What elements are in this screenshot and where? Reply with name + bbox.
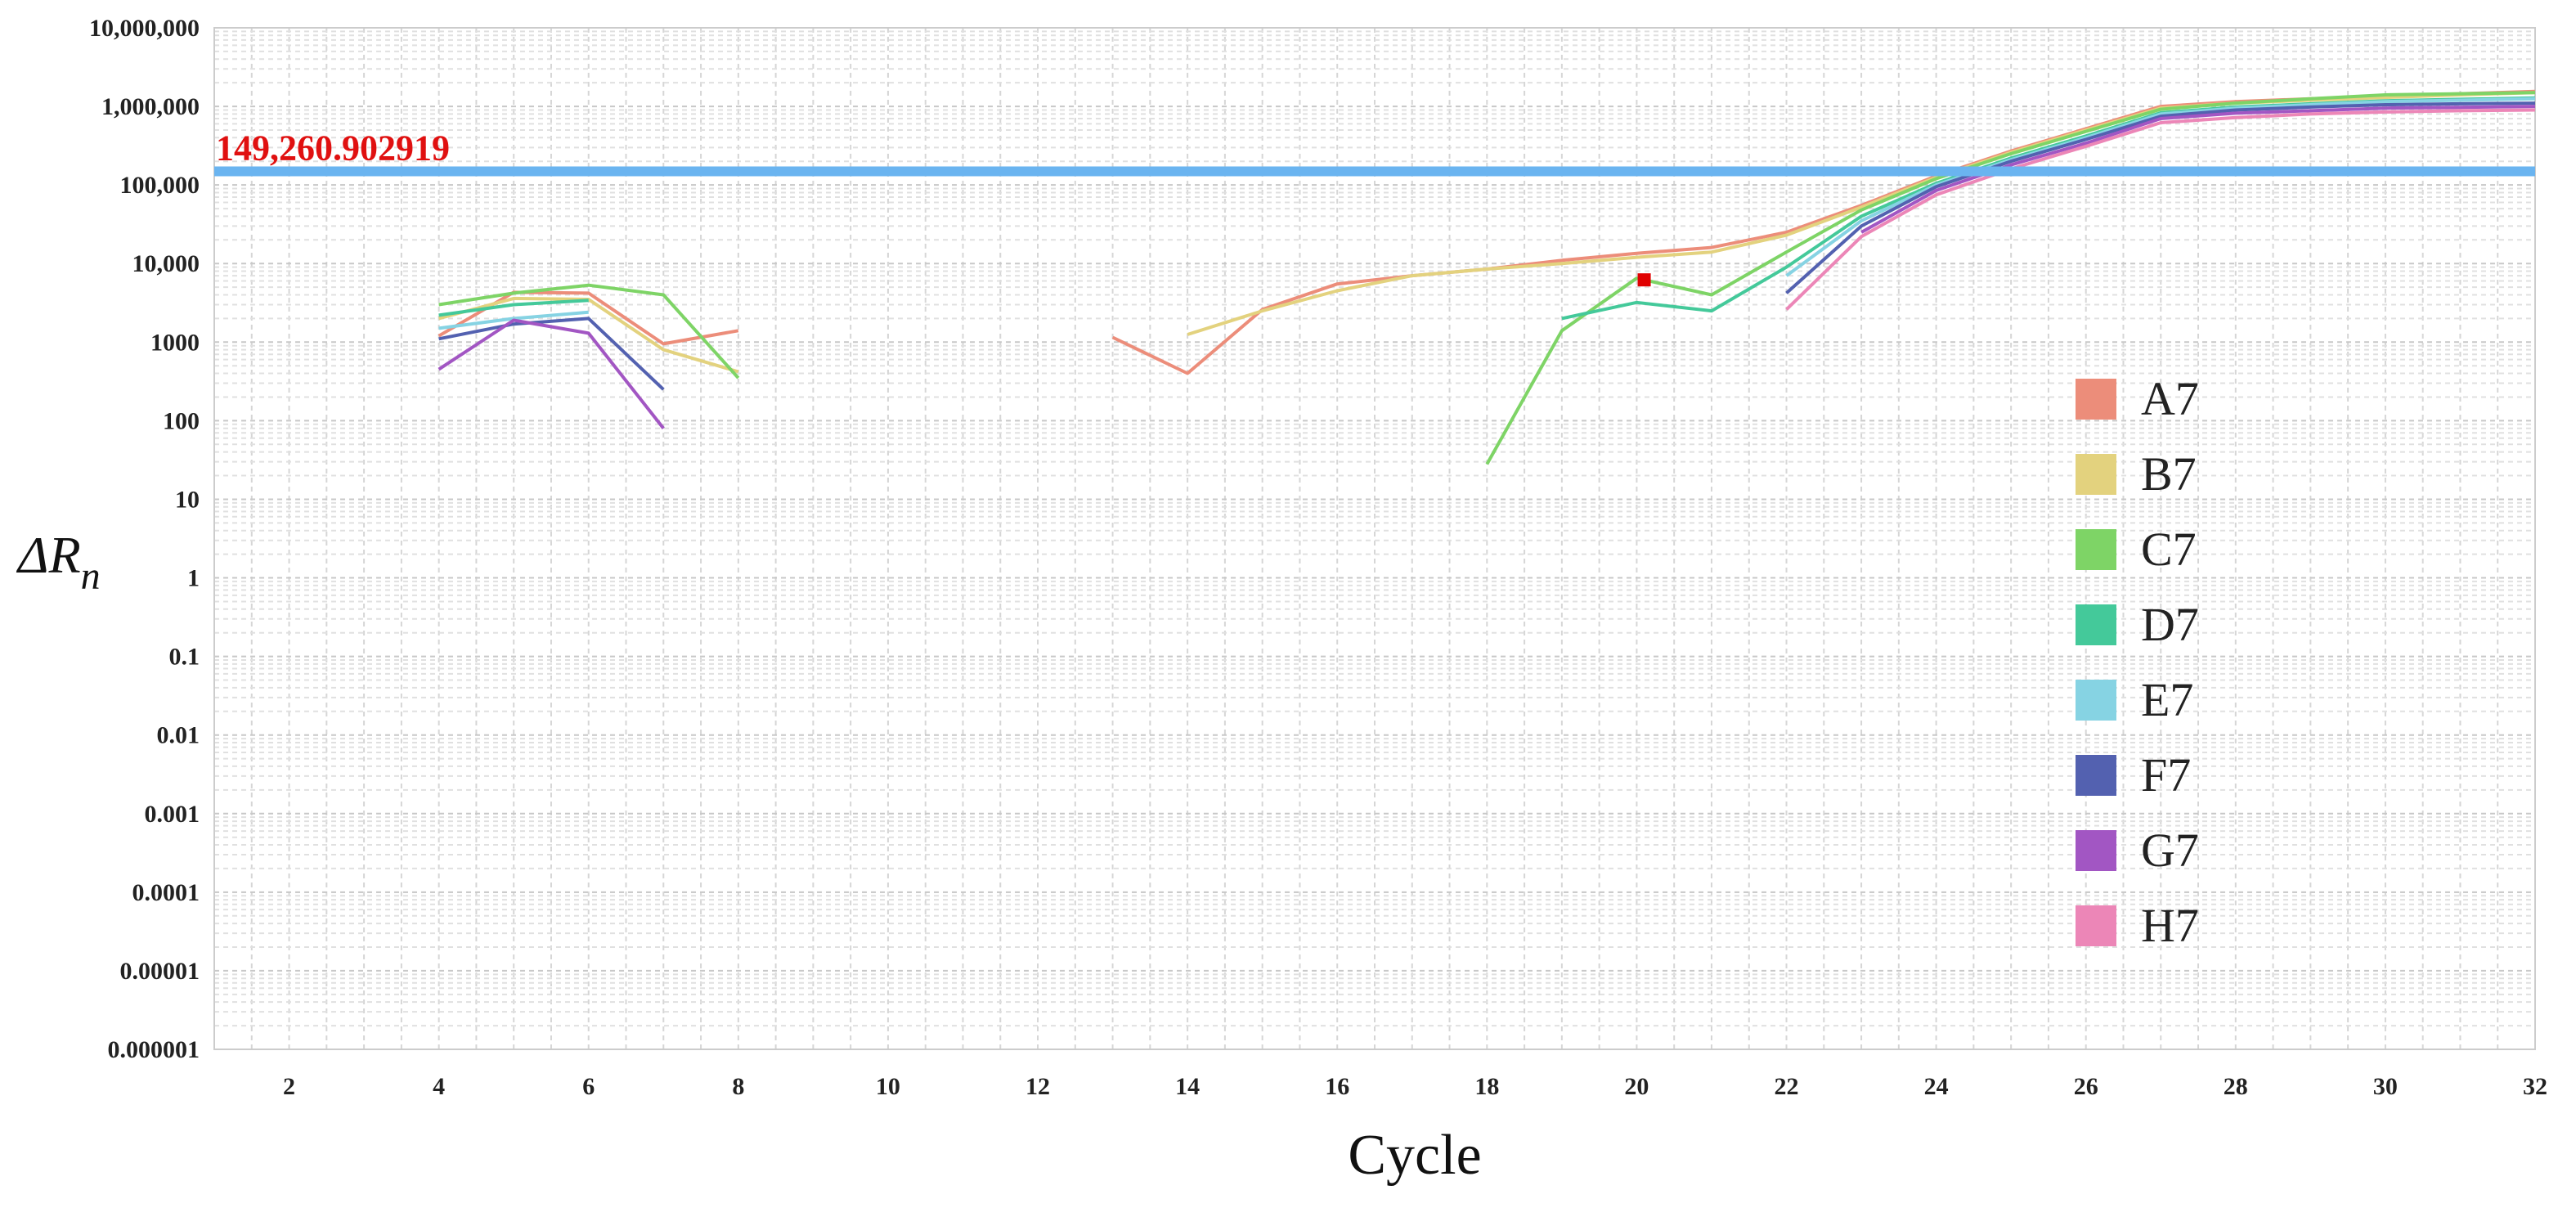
highlight-marker [1637, 273, 1651, 287]
legend-swatch-H7 [2076, 905, 2116, 946]
threshold-layer: 149,260.902919 [214, 128, 2535, 177]
y-tick-label: 1 [187, 565, 200, 592]
series-A7[interactable] [438, 89, 2536, 375]
series-B7[interactable] [438, 91, 2536, 374]
y-tick-label: 100,000 [120, 172, 200, 199]
series-G7[interactable] [438, 105, 2536, 429]
y-tick-label: 1,000,000 [101, 93, 200, 120]
y-axis-label-main: ΔR [16, 526, 81, 584]
x-tick-label: 26 [2074, 1073, 2098, 1100]
x-tick-label: 4 [433, 1073, 445, 1100]
y-tick-label: 0.00001 [120, 958, 200, 985]
series-C7[interactable] [438, 91, 2536, 465]
y-tick-label: 10 [175, 486, 200, 513]
series-line-F7[interactable] [438, 317, 665, 391]
x-tick-label: 30 [2373, 1073, 2398, 1100]
x-axis-label: Cycle [1348, 1124, 1481, 1187]
y-tick-label: 0.1 [169, 644, 200, 671]
series-layer [438, 89, 2536, 465]
plot-frame [213, 27, 2536, 1050]
legend-label-A7: A7 [2141, 372, 2199, 425]
y-axis-ticks: 0.000001 0.00001 0.0001 0.001 0.01 0.1 1 10 100 1… [89, 15, 200, 1063]
x-tick-label: 12 [1025, 1073, 1050, 1100]
x-tick-label: 14 [1175, 1073, 1200, 1100]
legend-swatch-F7 [2076, 755, 2116, 796]
legend-label-G7: G7 [2141, 824, 2199, 877]
x-tick-label: 16 [1325, 1073, 1349, 1100]
x-tick-label: 32 [2523, 1073, 2547, 1100]
threshold-label: 149,260.902919 [216, 128, 450, 168]
legend-label-C7: C7 [2141, 523, 2197, 576]
legend-label-F7: F7 [2141, 748, 2191, 802]
series-line-F7[interactable] [1785, 101, 2536, 294]
series-line-H7[interactable] [1785, 108, 2536, 311]
series-H7[interactable] [1785, 108, 2536, 311]
legend-label-B7: B7 [2141, 447, 2197, 501]
series-line-G7[interactable] [438, 318, 665, 429]
series-line-E7[interactable] [1785, 97, 2536, 277]
legend-label-E7: E7 [2141, 673, 2193, 726]
series-line-D7[interactable] [438, 299, 589, 317]
series-line-E7[interactable] [438, 310, 589, 330]
x-tick-label: 22 [1775, 1073, 1799, 1100]
series-line-B7[interactable] [438, 296, 739, 374]
y-tick-label: 0.000001 [108, 1036, 200, 1063]
legend-swatch-G7 [2076, 830, 2116, 871]
legend-label-D7: D7 [2141, 598, 2199, 651]
x-tick-label: 24 [1924, 1073, 1949, 1100]
y-tick-label: 1000 [150, 329, 200, 356]
series-line-C7[interactable] [1485, 91, 2536, 465]
y-axis-label-subscript: n [81, 555, 101, 598]
x-tick-label: 10 [876, 1073, 900, 1100]
y-axis-label: ΔRn [16, 526, 101, 598]
x-tick-label: 2 [283, 1073, 295, 1100]
legend-swatch-D7 [2076, 604, 2116, 645]
x-tick-label: 8 [732, 1073, 744, 1100]
legend-swatch-E7 [2076, 680, 2116, 721]
legend-label-H7: H7 [2141, 899, 2199, 952]
series-line-C7[interactable] [438, 283, 740, 379]
y-tick-label: 10,000 [132, 250, 200, 277]
x-tick-label: 6 [582, 1073, 595, 1100]
legend-swatch-A7 [2076, 379, 2116, 420]
series-E7[interactable] [438, 97, 2536, 330]
x-axis-ticks: 2 4 6 8 10 12 14 16 18 20 22 24 26 28 30 32 [283, 1073, 2547, 1100]
x-tick-label: 20 [1624, 1073, 1649, 1100]
series-F7[interactable] [438, 101, 2536, 391]
plot-grid [213, 28, 2536, 1050]
y-tick-label: 0.001 [145, 801, 200, 828]
legend: A7 B7 C7 D7 E7 F7 G7 H7 [2076, 372, 2199, 952]
legend-swatch-B7 [2076, 454, 2116, 495]
legend-swatch-C7 [2076, 529, 2116, 570]
y-tick-label: 10,000,000 [89, 15, 200, 42]
y-tick-label: 0.0001 [132, 879, 200, 906]
y-tick-label: 100 [163, 407, 200, 434]
x-tick-label: 18 [1474, 1073, 1499, 1100]
y-tick-label: 0.01 [157, 722, 200, 749]
x-tick-label: 28 [2224, 1073, 2248, 1100]
series-line-G7[interactable] [1860, 105, 2536, 234]
